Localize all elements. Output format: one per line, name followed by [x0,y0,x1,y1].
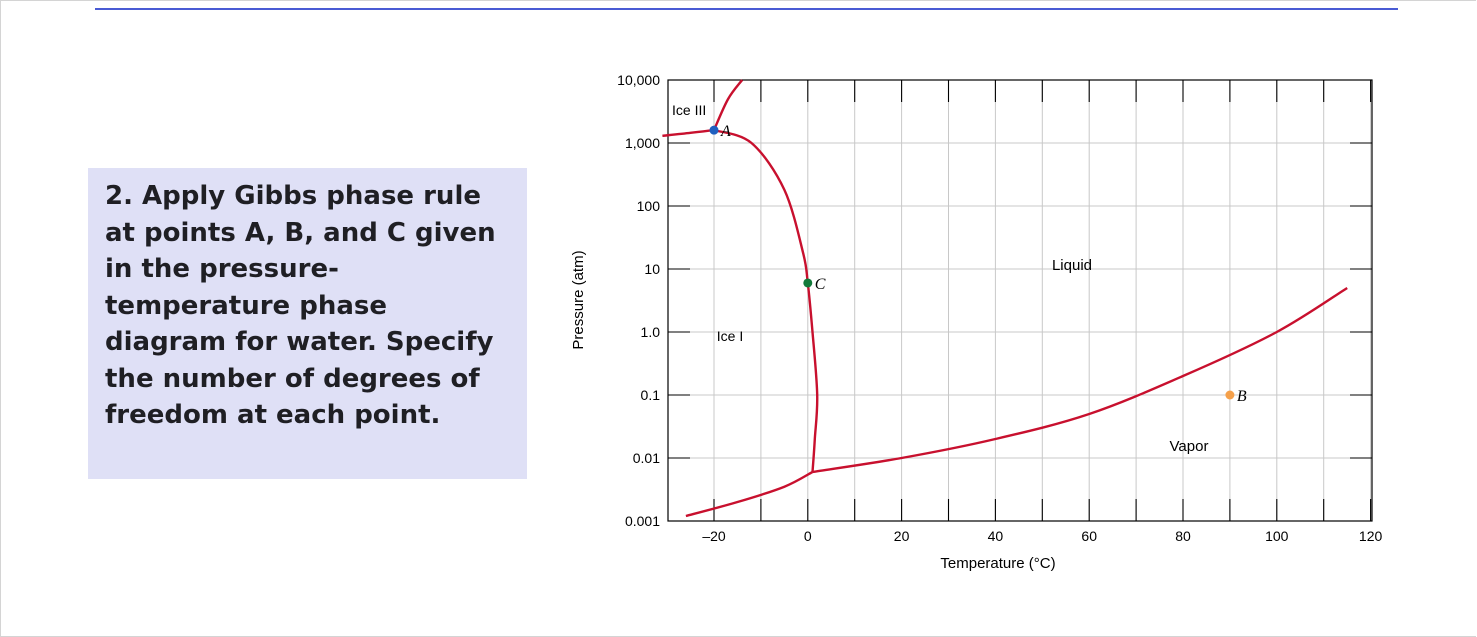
phase-boundary-curve [812,286,1348,474]
question-box: 2. Apply Gibbs phase rule at points A, B… [88,168,527,479]
x-tick-label: 40 [988,528,1004,544]
region-label-ice-iii: Ice III [672,102,706,118]
point-a-label: A [720,123,731,140]
tick-marks [668,80,1372,521]
y-tick-label: 1,000 [625,135,660,151]
point-b-marker [1225,390,1235,400]
y-tick-label: 10 [644,261,660,277]
y-tick-labels: 0.001 0.01 0.1 1.0 10 100 1,000 10,000 [617,72,660,529]
y-tick-label: 0.01 [633,450,660,466]
x-tick-label: 60 [1081,528,1097,544]
phase-boundary-curve [685,470,814,518]
top-accent-rule [95,8,1398,10]
region-label-liquid: Liquid [1052,257,1092,274]
x-tick-labels: –20 0 20 40 60 80 100 120 [702,528,1382,544]
x-tick-label: 20 [894,528,910,544]
region-label-ice-i: Ice I [717,328,743,344]
x-tick-label: 100 [1265,528,1289,544]
point-b-label: B [1237,388,1247,405]
x-tick-label: –20 [702,528,726,544]
phase-boundary-curve [713,128,819,473]
x-tick-label: 80 [1175,528,1191,544]
x-axis-label: Temperature (°C) [940,555,1055,572]
phase-diagram: –20 0 20 40 60 80 100 120 0.001 0.01 0.1 1.0 10 100 1… [570,72,1382,572]
state-points: A B C [709,123,1247,405]
question-text: 2. Apply Gibbs phase rule at points A, B… [105,181,496,430]
region-label-vapor: Vapor [1170,438,1209,455]
y-tick-label: 10,000 [617,72,660,88]
y-tick-label: 0.001 [625,513,660,529]
phase-boundary-curves [662,79,1348,518]
x-tick-label: 120 [1359,528,1383,544]
point-a-marker [709,125,719,135]
phase-boundary-curve [662,128,715,137]
point-c-marker [803,278,813,288]
plot-frame [667,79,1373,522]
x-tick-label: 0 [804,528,812,544]
y-tick-label: 0.1 [641,387,661,403]
phase-boundary-curve [712,79,744,131]
y-axis-label: Pressure (atm) [570,250,587,349]
point-c-label: C [815,276,826,293]
grid [668,80,1372,521]
y-tick-label: 100 [637,198,661,214]
y-tick-label: 1.0 [641,324,661,340]
